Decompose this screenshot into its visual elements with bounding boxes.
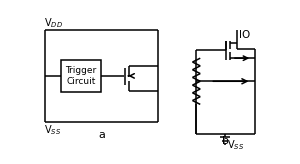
Text: V$_{SS}$: V$_{SS}$ — [226, 138, 244, 152]
Text: a: a — [98, 130, 105, 140]
Text: V$_{SS}$: V$_{SS}$ — [44, 123, 61, 137]
Text: b: b — [222, 136, 229, 146]
Bar — [61, 60, 101, 92]
Text: V$_{DD}$: V$_{DD}$ — [44, 16, 63, 30]
Text: IO: IO — [239, 30, 250, 40]
Text: Trigger
Circuit: Trigger Circuit — [65, 66, 97, 86]
